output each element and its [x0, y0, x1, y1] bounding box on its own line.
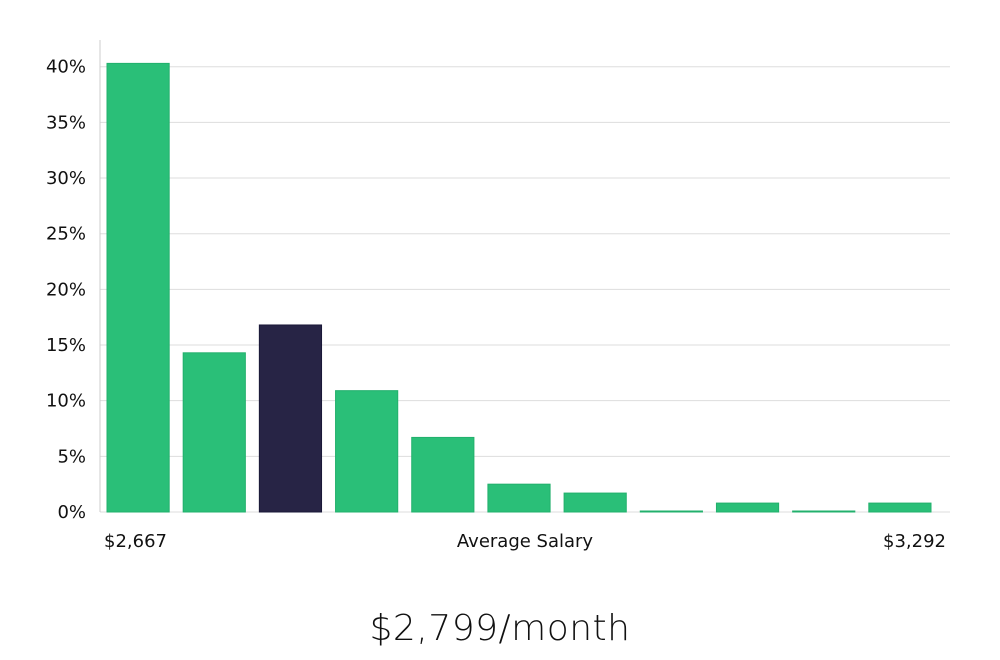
bar [868, 502, 932, 513]
salary-histogram: 0% 5% 10% 15% 20% 25% 30% 35% 40% $2,667 Average… [46, 40, 950, 552]
y-tick-label: 15% [46, 335, 86, 356]
bar [639, 510, 703, 513]
bar [106, 62, 170, 513]
y-axis-tick-labels: 0% 5% 10% 15% 20% 25% 30% 35% 40% [46, 57, 86, 523]
y-tick-label: 30% [46, 168, 86, 189]
y-tick-label: 0% [57, 502, 86, 523]
y-tick-label: 20% [46, 279, 86, 300]
bar [411, 436, 475, 513]
bar [792, 510, 856, 513]
bar [335, 390, 399, 513]
y-tick-label: 5% [57, 446, 86, 467]
bar [563, 492, 627, 513]
bar [182, 352, 246, 513]
x-min-label: $2,667 [104, 531, 167, 552]
y-tick-label: 10% [46, 391, 86, 412]
x-axis-label: Average Salary [457, 531, 594, 552]
average-salary-headline: $2,799/month [369, 608, 631, 649]
bar-highlighted [258, 324, 323, 513]
y-tick-label: 25% [46, 224, 86, 245]
bar [487, 483, 551, 513]
y-tick-label: 40% [46, 57, 86, 78]
bars [106, 62, 932, 513]
bar [715, 502, 780, 513]
x-max-label: $3,292 [883, 531, 946, 552]
y-tick-label: 35% [46, 112, 86, 133]
